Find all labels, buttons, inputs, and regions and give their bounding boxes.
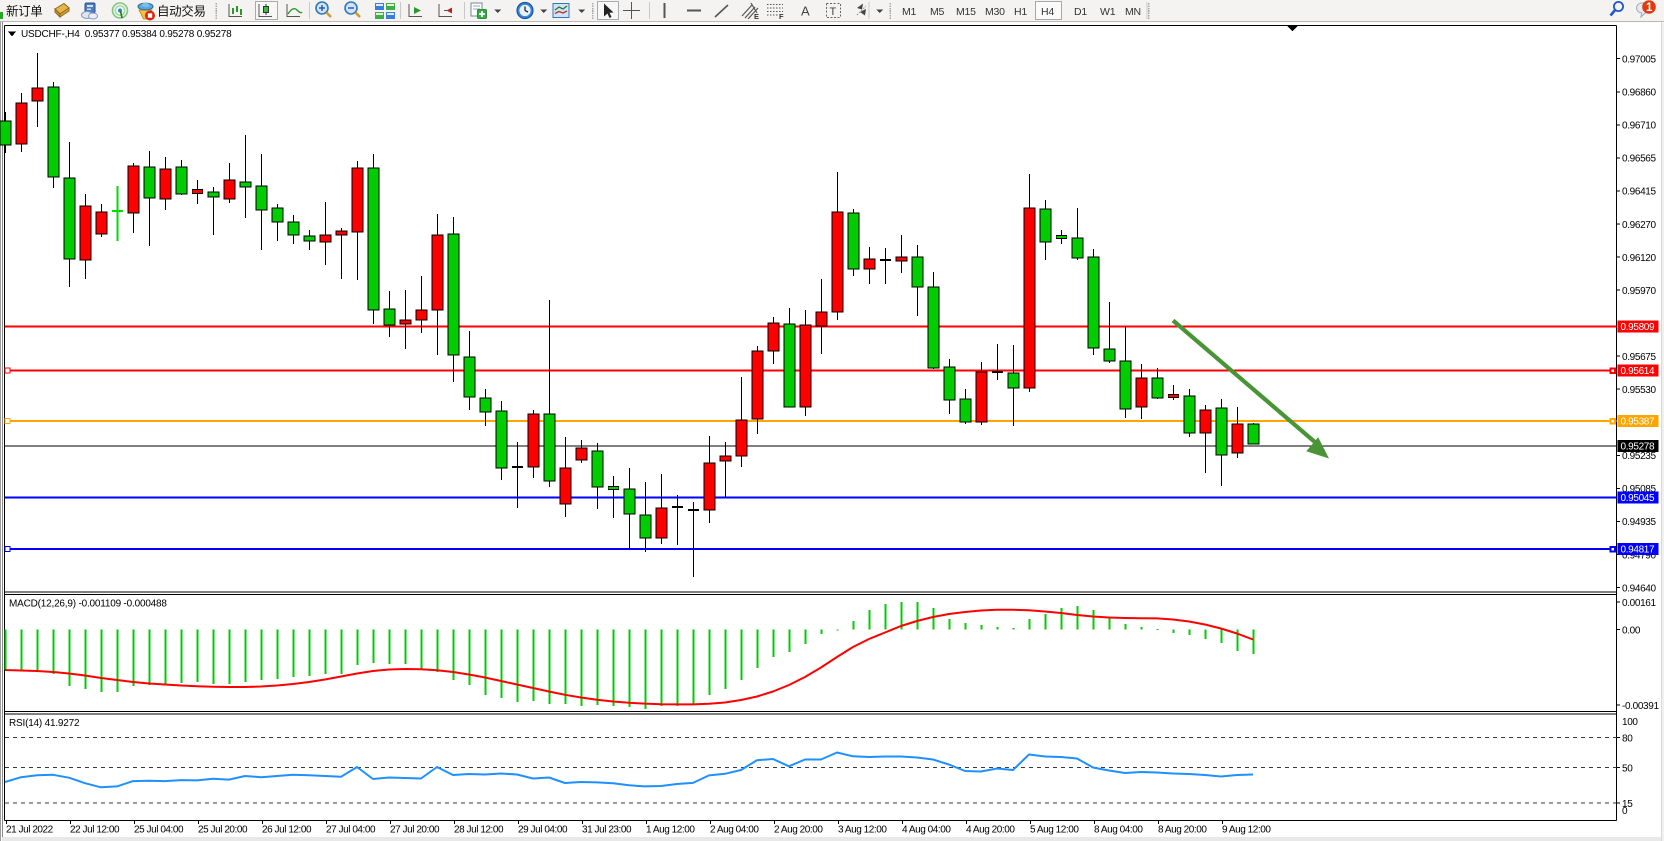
svg-text:22 Jul 12:00: 22 Jul 12:00 bbox=[70, 825, 120, 836]
svg-text:27 Jul 04:00: 27 Jul 04:00 bbox=[326, 825, 376, 836]
svg-text:0: 0 bbox=[1622, 806, 1628, 817]
svg-text:0.94817: 0.94817 bbox=[1621, 545, 1655, 556]
svg-text:31 Jul 23:00: 31 Jul 23:00 bbox=[582, 825, 632, 836]
svg-text:新订单: 新订单 bbox=[6, 4, 42, 19]
svg-text:0.96565: 0.96565 bbox=[1622, 154, 1656, 165]
svg-text:29 Jul 04:00: 29 Jul 04:00 bbox=[518, 825, 568, 836]
svg-text:0.95809: 0.95809 bbox=[1621, 322, 1655, 333]
svg-text:USDCHF-,H4 0.95377 0.95384 0.: USDCHF-,H4 0.95377 0.95384 0.95278 0.952… bbox=[21, 29, 232, 40]
svg-text:2 Aug 20:00: 2 Aug 20:00 bbox=[774, 825, 823, 836]
svg-text:1: 1 bbox=[1646, 2, 1653, 14]
svg-text:D1: D1 bbox=[1074, 6, 1087, 18]
svg-text:0.95045: 0.95045 bbox=[1621, 493, 1655, 504]
svg-text:0.96120: 0.96120 bbox=[1622, 253, 1656, 264]
svg-text:1 Aug 12:00: 1 Aug 12:00 bbox=[646, 825, 695, 836]
svg-text:H4: H4 bbox=[1041, 6, 1054, 18]
svg-text:27 Jul 20:00: 27 Jul 20:00 bbox=[390, 825, 440, 836]
svg-text:26 Jul 12:00: 26 Jul 12:00 bbox=[262, 825, 312, 836]
svg-text:25 Jul 20:00: 25 Jul 20:00 bbox=[198, 825, 248, 836]
svg-text:9 Aug 12:00: 9 Aug 12:00 bbox=[1222, 825, 1271, 836]
svg-text:0.95235: 0.95235 bbox=[1622, 451, 1656, 462]
svg-text:0.95530: 0.95530 bbox=[1622, 385, 1656, 396]
svg-text:0.96710: 0.96710 bbox=[1622, 121, 1656, 132]
svg-text:-0.00391: -0.00391 bbox=[1622, 701, 1659, 712]
svg-text:M1: M1 bbox=[902, 6, 917, 18]
svg-text:E: E bbox=[754, 12, 759, 21]
svg-text:4 Aug 04:00: 4 Aug 04:00 bbox=[902, 825, 951, 836]
svg-text:MACD(12,26,9) -0.001109 -0.000: MACD(12,26,9) -0.001109 -0.000488 bbox=[9, 599, 167, 610]
svg-text:0.96860: 0.96860 bbox=[1622, 88, 1656, 99]
svg-text:0.94935: 0.94935 bbox=[1622, 517, 1656, 528]
svg-text:0.94640: 0.94640 bbox=[1622, 583, 1656, 594]
svg-text:M15: M15 bbox=[956, 6, 976, 18]
svg-text:8 Aug 20:00: 8 Aug 20:00 bbox=[1158, 825, 1207, 836]
svg-text:自动交易: 自动交易 bbox=[157, 4, 206, 19]
svg-text:0.00161: 0.00161 bbox=[1622, 598, 1656, 609]
svg-text:0.95278: 0.95278 bbox=[1621, 442, 1655, 453]
svg-text:50: 50 bbox=[1622, 763, 1633, 774]
svg-text:80: 80 bbox=[1622, 733, 1633, 744]
svg-text:8 Aug 04:00: 8 Aug 04:00 bbox=[1094, 825, 1143, 836]
svg-text:0.95970: 0.95970 bbox=[1622, 286, 1656, 297]
svg-text:MN: MN bbox=[1125, 6, 1141, 18]
svg-text:M30: M30 bbox=[985, 6, 1005, 18]
svg-text:5 Aug 12:00: 5 Aug 12:00 bbox=[1030, 825, 1079, 836]
svg-text:M5: M5 bbox=[930, 6, 945, 18]
svg-text:F: F bbox=[779, 12, 784, 21]
svg-text:100: 100 bbox=[1622, 717, 1638, 728]
svg-text:3 Aug 12:00: 3 Aug 12:00 bbox=[838, 825, 887, 836]
svg-text:4 Aug 20:00: 4 Aug 20:00 bbox=[966, 825, 1015, 836]
svg-text:25 Jul 04:00: 25 Jul 04:00 bbox=[134, 825, 184, 836]
svg-text:21 Jul 2022: 21 Jul 2022 bbox=[6, 825, 54, 836]
svg-text:0.94790: 0.94790 bbox=[1622, 550, 1656, 561]
svg-text:0.95085: 0.95085 bbox=[1622, 484, 1656, 495]
svg-text:28 Jul 12:00: 28 Jul 12:00 bbox=[454, 825, 504, 836]
svg-text:RSI(14) 41.9272: RSI(14) 41.9272 bbox=[9, 718, 80, 729]
svg-text:T: T bbox=[830, 6, 837, 18]
svg-text:W1: W1 bbox=[1100, 6, 1116, 18]
svg-text:H1: H1 bbox=[1014, 6, 1027, 18]
svg-text:A: A bbox=[801, 4, 810, 19]
svg-text:0.95614: 0.95614 bbox=[1621, 366, 1655, 377]
svg-text:0.96270: 0.96270 bbox=[1622, 220, 1656, 231]
svg-text:15: 15 bbox=[1622, 799, 1633, 810]
svg-text:0.95387: 0.95387 bbox=[1621, 417, 1655, 428]
svg-text:0.95675: 0.95675 bbox=[1622, 352, 1656, 363]
svg-text:0.00: 0.00 bbox=[1622, 625, 1641, 636]
svg-text:0.96415: 0.96415 bbox=[1622, 187, 1656, 198]
svg-text:2 Aug 04:00: 2 Aug 04:00 bbox=[710, 825, 759, 836]
svg-text:0.97005: 0.97005 bbox=[1622, 55, 1656, 66]
